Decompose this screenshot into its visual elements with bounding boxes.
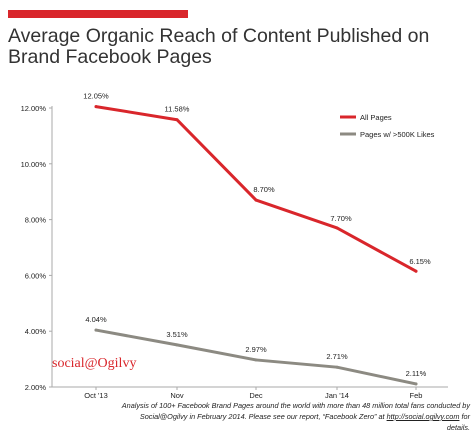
line-chart: 2.00% 4.00% 6.00% 8.00% 10.00% 12.00% Oct '13 N… [21,92,448,400]
footnote-text: Social@Ogilvy in February 2014. Please s… [139,412,387,421]
data-label: 4.04% [85,315,107,324]
accent-bar [8,10,188,18]
y-tick-label: 8.00% [25,216,47,225]
chart-series [94,105,418,386]
title-line-2: Brand Facebook Pages [8,46,212,68]
data-point [175,118,179,122]
chart-axes: 2.00% 4.00% 6.00% 8.00% 10.00% 12.00% Oct '13 N… [21,104,448,400]
series-line-1 [94,328,418,386]
data-label: 7.70% [330,214,352,223]
data-label: 6.15% [409,257,431,266]
y-tick-label: 12.00% [21,104,47,113]
y-tick-label: 6.00% [25,271,47,280]
x-tick-label: Jan '14 [325,391,349,400]
data-point [175,343,179,347]
footnote-link[interactable]: http://social.ogilvy.com [386,412,460,421]
data-point [414,382,418,386]
chart-data-labels: 12.05% 11.58% 8.70% 7.70% 6.15% 4.04% 3.51% 2.9… [83,92,431,378]
data-point [335,365,339,369]
footnote: Analysis of 100+ Facebook Brand Pages ar… [120,400,470,433]
footnote-text-end: for details. [446,412,470,432]
x-tick-label: Nov [170,391,184,400]
data-label: 12.05% [83,92,109,101]
data-point [94,105,98,109]
x-tick-label: Oct '13 [84,391,108,400]
legend-label: All Pages [360,113,392,122]
social-ogilvy-logo: social@Ogilvy [52,356,137,371]
data-label: 2.11% [406,369,427,378]
data-point [254,198,258,202]
chart-title: Average Organic Reach of Content Publish… [8,26,468,68]
chart-legend: All Pages Pages w/ >500K Likes [340,113,435,139]
data-label: 2.97% [245,345,267,354]
data-label: 2.71% [326,352,348,361]
x-tick-label: Dec [249,391,263,400]
y-tick-label: 10.00% [21,160,47,169]
y-tick-label: 2.00% [25,383,47,392]
data-label: 8.70% [253,185,275,194]
footnote-line-2: Social@Ogilvy in February 2014. Please s… [120,411,470,433]
data-point [414,269,418,273]
data-point [335,226,339,230]
data-point [94,328,98,332]
data-label: 3.51% [166,330,188,339]
footnote-line-1: Analysis of 100+ Facebook Brand Pages ar… [121,401,470,410]
title-line-1: Average Organic Reach of Content Publish… [8,25,430,47]
x-tick-label: Feb [410,391,423,400]
data-point [254,358,258,362]
y-tick-label: 4.00% [25,327,47,336]
legend-label: Pages w/ >500K Likes [360,130,435,139]
data-label: 11.58% [165,105,190,114]
